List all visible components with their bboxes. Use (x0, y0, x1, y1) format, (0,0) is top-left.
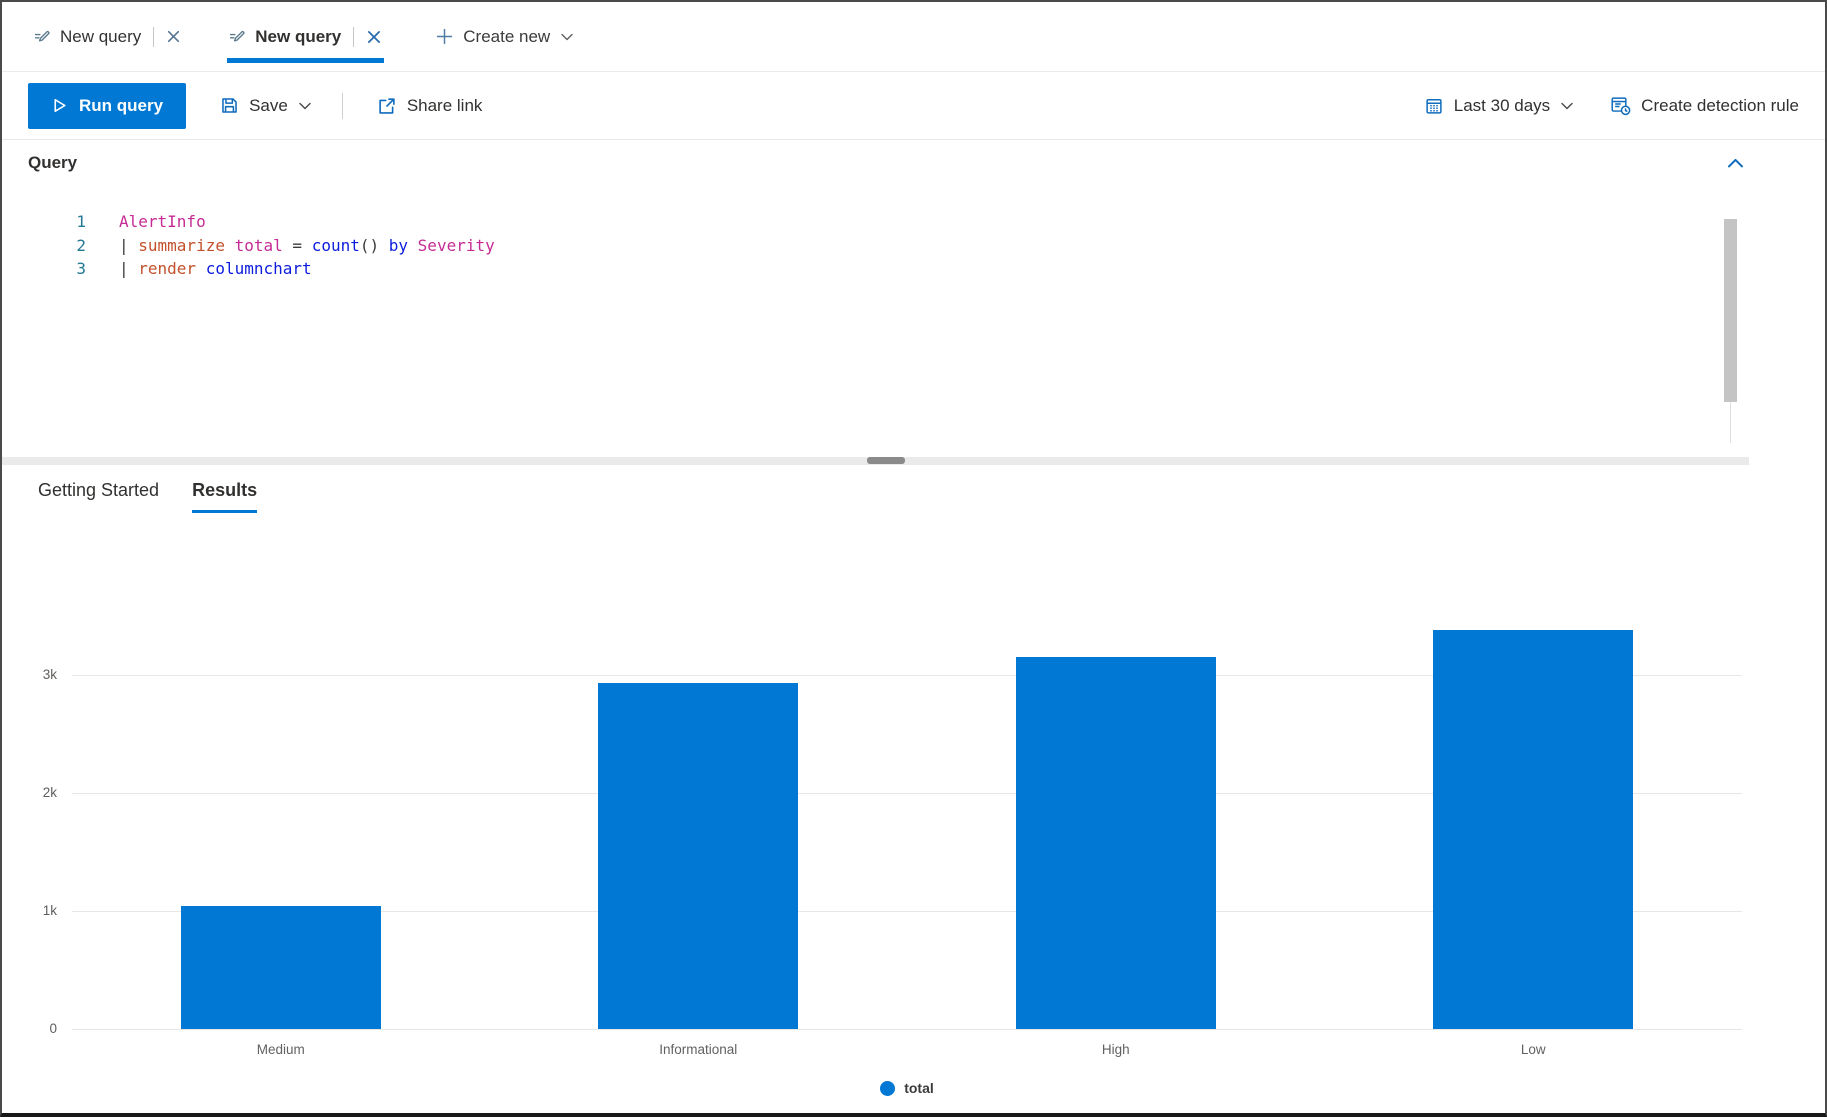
create-detection-rule-label: Create detection rule (1641, 95, 1799, 115)
share-link-button[interactable]: Share link (377, 95, 483, 116)
query-pencil-icon (229, 28, 246, 45)
tab-new-query-1[interactable]: New query (32, 2, 183, 71)
gridline-3k (72, 675, 1742, 676)
gridline-2k (72, 793, 1742, 794)
y-axis-tick-label: 1k (42, 903, 57, 918)
close-x-icon[interactable] (166, 29, 181, 44)
legend-marker-total (880, 1080, 896, 1096)
chevron-down-icon (1560, 99, 1574, 113)
toolbar-right-group: Last 30 days Create detection rule (1424, 95, 1799, 116)
bar-high (1015, 657, 1216, 1029)
tab-new-query-2[interactable]: New query (227, 2, 385, 71)
gridline-0 (72, 1029, 1742, 1030)
command-toolbar: Run query Save Share link Last 30 da (2, 72, 1825, 140)
y-axis-tick-label: 3k (42, 667, 57, 682)
query-panel-title: Query (28, 153, 78, 172)
query-tab-bar: New query New query Create new (2, 2, 1825, 72)
time-range-picker[interactable]: Last 30 days (1424, 96, 1574, 116)
code-line: 1 AlertInfo (2, 210, 495, 234)
code-text: | summarize total = count() by Severity (119, 235, 495, 255)
calendar-icon (1424, 96, 1444, 116)
collapse-query-panel-button[interactable] (1726, 154, 1745, 173)
gridline-1k (72, 911, 1742, 912)
tab-separator (353, 26, 355, 47)
line-number: 3 (76, 259, 86, 278)
x-axis-category-label: Informational (659, 1042, 738, 1057)
close-x-icon[interactable] (366, 29, 382, 45)
tab-label: New query (255, 26, 342, 46)
toolbar-divider (341, 92, 343, 119)
run-query-button[interactable]: Run query (28, 82, 187, 129)
save-label: Save (249, 95, 288, 115)
code-line: 3 | render columnchart (2, 257, 495, 281)
y-axis-tick-label: 2k (42, 785, 57, 800)
tab-separator (153, 26, 155, 47)
x-axis-category-label: Medium (256, 1042, 305, 1057)
time-range-label: Last 30 days (1453, 95, 1551, 115)
x-axis-category-label: Low (1520, 1042, 1546, 1057)
active-tab-underline (227, 58, 385, 63)
y-axis-tick-label: 0 (49, 1021, 57, 1036)
run-query-label: Run query (79, 95, 164, 115)
chevron-down-icon[interactable] (298, 99, 312, 113)
code-text: AlertInfo (119, 212, 206, 231)
editor-scrollbar-track (1730, 402, 1731, 443)
tab-getting-started[interactable]: Getting Started (38, 465, 159, 515)
legend-label-total: total (904, 1080, 934, 1096)
results-tab-row: Getting Started Results (38, 465, 1825, 515)
code-text: | render columnchart (119, 259, 312, 278)
share-link-label: Share link (406, 95, 483, 115)
splitter-drag-handle[interactable] (867, 457, 905, 464)
kql-code-editor[interactable]: 1 AlertInfo 2 | summarize total = count() b… (2, 210, 495, 281)
plus-icon (436, 28, 453, 45)
line-number: 2 (76, 235, 86, 255)
bar-informational (598, 683, 799, 1029)
detection-rule-icon (1610, 95, 1631, 116)
query-panel: Query 1 AlertInfo 2 | summarize total = cou… (2, 140, 1825, 457)
create-new-label: Create new (463, 26, 551, 46)
editor-vertical-scrollbar-thumb[interactable] (1724, 219, 1737, 402)
tab-label: New query (60, 26, 142, 46)
panel-splitter[interactable] (2, 457, 1749, 465)
tab-results-label: Results (192, 479, 258, 500)
create-new-tab-button[interactable]: Create new (436, 27, 574, 47)
share-icon (377, 96, 397, 116)
line-number: 1 (76, 212, 86, 231)
tab-results[interactable]: Results (192, 465, 258, 515)
bar-medium (180, 906, 381, 1029)
bar-low (1433, 630, 1634, 1029)
tab-getting-started-label: Getting Started (38, 479, 160, 500)
query-pencil-icon (34, 28, 51, 45)
create-detection-rule-button[interactable]: Create detection rule (1610, 95, 1799, 116)
chart-legend: total (72, 1080, 1742, 1096)
floppy-disk-icon (220, 96, 239, 115)
code-line: 2 | summarize total = count() by Severity (2, 234, 495, 258)
x-axis-category-label: High (1101, 1042, 1130, 1057)
save-button[interactable]: Save (220, 96, 312, 116)
play-icon (51, 97, 68, 114)
chevron-down-icon (560, 30, 574, 44)
results-column-chart: total 0 1k 2k 3k Medium Informational High Low (2, 515, 1825, 1113)
